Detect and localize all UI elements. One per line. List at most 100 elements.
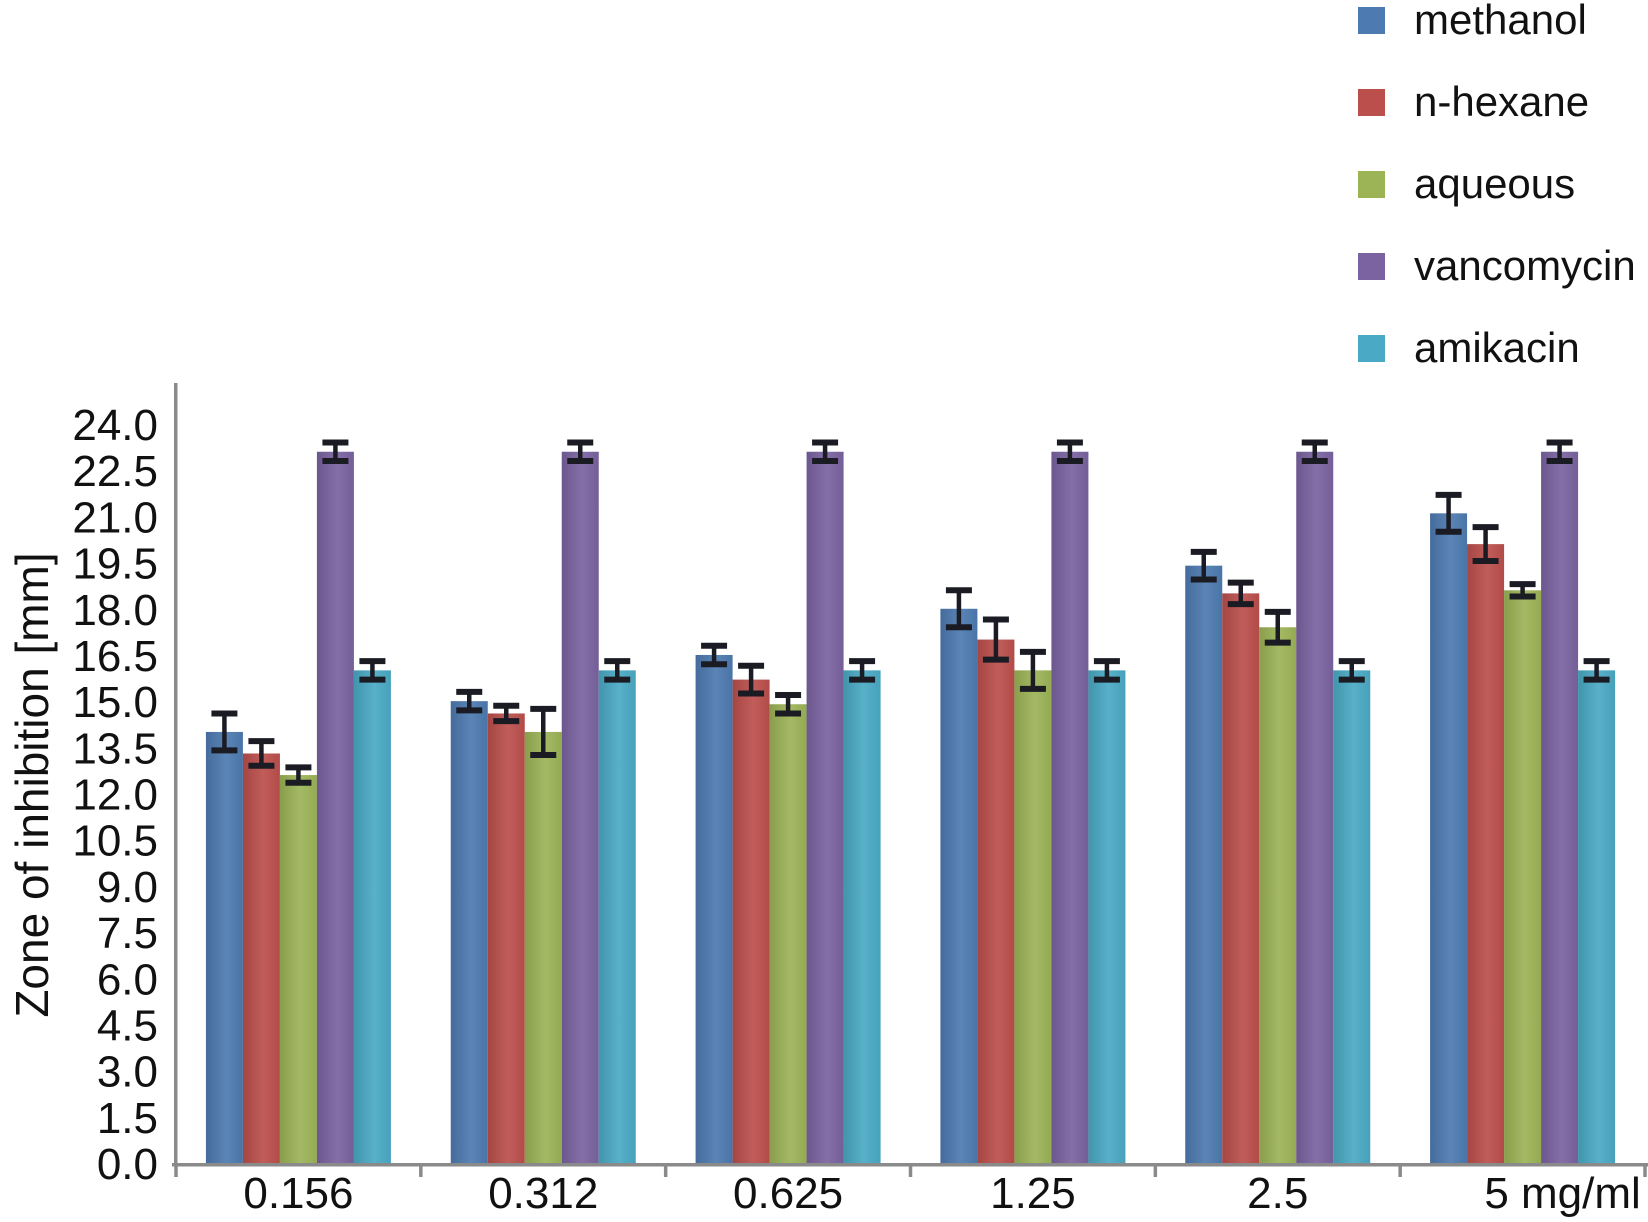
bar-vancomycin-0.312 <box>561 451 599 1164</box>
error-bar-n-hexane-1.25 <box>982 616 1009 663</box>
bar-aqueous-0.312 <box>524 731 562 1163</box>
x-axis-tick <box>1643 1163 1647 1177</box>
legend-swatch-n-hexane <box>1358 88 1385 116</box>
legend-label: aqueous <box>1414 160 1576 207</box>
x-axis-tick <box>908 1163 913 1177</box>
bar-aqueous-2.5 <box>1259 627 1297 1163</box>
bar-amikacin-1.25 <box>1088 670 1126 1163</box>
error-bar-amikacin-1.25 <box>1093 658 1120 683</box>
y-tick-label: 7.5 <box>97 909 158 958</box>
x-tick-label: 0.156 <box>243 1169 353 1218</box>
error-bar-vancomycin-5 mg/ml <box>1546 439 1573 464</box>
legend: methanol n-hexane aqueous vancomycin amikaci… <box>1358 0 1636 389</box>
error-bar-aqueous-0.625 <box>775 691 802 717</box>
error-bar-methanol-0.312 <box>456 688 483 714</box>
bar-n-hexane-0.312 <box>487 713 525 1163</box>
legend-swatch-vancomycin <box>1358 252 1385 280</box>
error-bar-amikacin-0.312 <box>604 658 631 683</box>
error-bar-methanol-1.25 <box>945 587 972 631</box>
y-tick-label: 4.5 <box>97 1001 158 1050</box>
y-tick-label: 21.0 <box>72 493 158 542</box>
bar-methanol-0.312 <box>450 701 488 1163</box>
legend-item-amikacin: amikacin <box>1358 307 1636 389</box>
error-bar-aqueous-0.312 <box>530 705 557 759</box>
x-axis-tick <box>663 1163 668 1177</box>
x-tick-label: 2.5 <box>1247 1169 1308 1218</box>
error-bar-n-hexane-2.5 <box>1227 579 1254 608</box>
error-bar-aqueous-0.156 <box>285 764 312 786</box>
error-bar-methanol-0.156 <box>211 710 238 754</box>
bar-methanol-1.25 <box>940 608 978 1163</box>
y-tick-label: 1.5 <box>97 1094 158 1143</box>
x-tick-label: 1.25 <box>990 1169 1076 1218</box>
error-bar-amikacin-5 mg/ml <box>1583 658 1610 683</box>
error-bar-vancomycin-2.5 <box>1301 439 1328 464</box>
error-bar-n-hexane-0.625 <box>738 662 765 697</box>
error-bar-vancomycin-0.625 <box>812 439 839 464</box>
bar-vancomycin-2.5 <box>1296 451 1334 1164</box>
y-tick-label: 10.5 <box>72 817 158 866</box>
x-tick-label: 0.625 <box>733 1169 843 1218</box>
error-bar-vancomycin-0.156 <box>322 439 349 464</box>
legend-item-methanol: methanol <box>1358 0 1636 61</box>
bar-amikacin-0.156 <box>353 670 391 1163</box>
bar-n-hexane-1.25 <box>977 639 1015 1163</box>
x-tick-label: 5 mg/ml <box>1484 1169 1640 1218</box>
error-bar-aqueous-1.25 <box>1019 648 1046 692</box>
bar-amikacin-5 mg/ml <box>1578 670 1616 1163</box>
legend-label: vancomycin <box>1414 242 1636 289</box>
bar-methanol-0.625 <box>695 654 733 1163</box>
y-tick-label: 16.5 <box>72 632 158 681</box>
y-tick-label: 6.0 <box>97 955 158 1004</box>
error-bar-amikacin-2.5 <box>1338 658 1365 683</box>
bar-n-hexane-5 mg/ml <box>1467 544 1505 1163</box>
bar-amikacin-2.5 <box>1333 670 1371 1163</box>
error-bar-methanol-5 mg/ml <box>1435 491 1462 535</box>
bar-n-hexane-0.156 <box>242 753 280 1163</box>
bar-vancomycin-5 mg/ml <box>1541 451 1579 1164</box>
legend-swatch-amikacin <box>1358 334 1385 362</box>
bar-n-hexane-0.625 <box>732 679 770 1163</box>
legend-item-n-hexane: n-hexane <box>1358 61 1636 143</box>
x-axis-tick <box>1153 1163 1158 1177</box>
bar-vancomycin-0.156 <box>316 451 354 1164</box>
bar-n-hexane-2.5 <box>1222 593 1260 1163</box>
legend-swatch-methanol <box>1358 6 1385 34</box>
bar-vancomycin-0.625 <box>806 451 844 1164</box>
error-bar-methanol-0.625 <box>701 642 728 668</box>
bar-aqueous-0.156 <box>279 775 317 1163</box>
error-bar-aqueous-2.5 <box>1264 608 1291 646</box>
x-tick-label: 0.312 <box>488 1169 598 1218</box>
bar-amikacin-0.625 <box>843 670 881 1163</box>
x-axis-tick <box>174 1163 178 1177</box>
error-bar-n-hexane-5 mg/ml <box>1472 524 1499 565</box>
error-bar-aqueous-5 mg/ml <box>1509 581 1536 600</box>
error-bar-vancomycin-1.25 <box>1056 439 1083 464</box>
legend-item-vancomycin: vancomycin <box>1358 225 1636 307</box>
y-tick-label: 13.5 <box>72 724 158 773</box>
y-tick-label: 19.5 <box>72 540 158 589</box>
y-axis-line <box>174 383 178 1166</box>
legend-label: amikacin <box>1414 324 1580 371</box>
legend-item-aqueous: aqueous <box>1358 143 1636 225</box>
legend-swatch-aqueous <box>1358 170 1385 198</box>
bar-amikacin-0.312 <box>598 670 636 1163</box>
y-tick-label: 18.0 <box>72 586 158 635</box>
error-bar-amikacin-0.156 <box>359 658 386 683</box>
bar-aqueous-1.25 <box>1014 670 1052 1163</box>
error-bar-vancomycin-0.312 <box>567 439 594 464</box>
x-axis-tick <box>419 1163 423 1177</box>
error-bar-n-hexane-0.156 <box>248 738 275 769</box>
y-tick-label: 9.0 <box>97 863 158 912</box>
error-bar-methanol-2.5 <box>1190 548 1217 583</box>
y-tick-label: 0.0 <box>97 1140 158 1189</box>
error-bar-amikacin-0.625 <box>849 658 876 683</box>
y-tick-label: 3.0 <box>97 1048 158 1097</box>
bar-vancomycin-1.25 <box>1051 451 1089 1164</box>
bar-methanol-5 mg/ml <box>1430 513 1468 1163</box>
legend-label: methanol <box>1414 0 1587 43</box>
bar-aqueous-0.625 <box>769 704 807 1163</box>
bar-methanol-2.5 <box>1185 565 1223 1163</box>
